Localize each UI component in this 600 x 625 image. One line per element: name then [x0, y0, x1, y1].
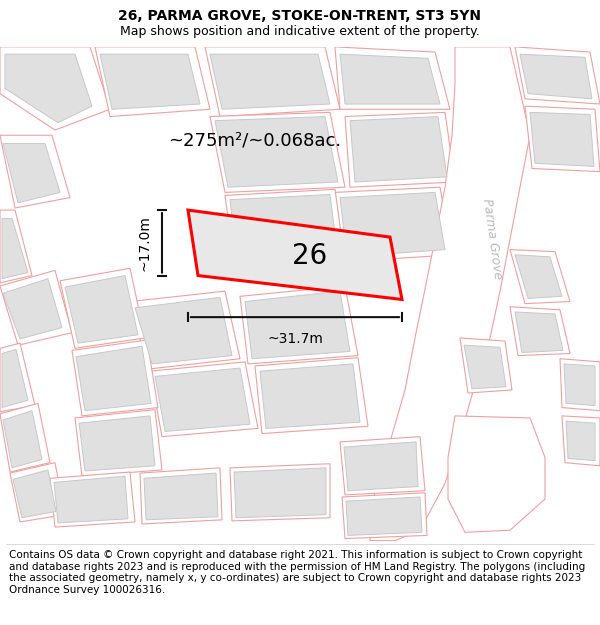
Polygon shape	[2, 218, 28, 279]
Polygon shape	[566, 421, 595, 461]
Polygon shape	[100, 54, 200, 109]
Polygon shape	[515, 47, 600, 104]
Polygon shape	[144, 473, 218, 520]
Polygon shape	[510, 249, 570, 304]
Polygon shape	[130, 291, 240, 369]
Polygon shape	[72, 340, 158, 416]
Polygon shape	[215, 116, 338, 188]
Polygon shape	[3, 411, 42, 468]
Text: Contains OS data © Crown copyright and database right 2021. This information is : Contains OS data © Crown copyright and d…	[9, 550, 585, 595]
Text: Parma Grove: Parma Grove	[480, 198, 504, 281]
Polygon shape	[530, 112, 594, 166]
Polygon shape	[188, 210, 402, 299]
Polygon shape	[245, 291, 350, 359]
Text: 26, PARMA GROVE, STOKE-ON-TRENT, ST3 5YN: 26, PARMA GROVE, STOKE-ON-TRENT, ST3 5YN	[119, 9, 482, 23]
Text: ~17.0m: ~17.0m	[138, 215, 152, 271]
Polygon shape	[464, 345, 506, 389]
Polygon shape	[562, 416, 600, 466]
Text: ~31.7m: ~31.7m	[267, 332, 323, 346]
Polygon shape	[564, 364, 595, 406]
Polygon shape	[210, 112, 345, 192]
Polygon shape	[0, 343, 35, 412]
Polygon shape	[520, 54, 592, 99]
Polygon shape	[5, 54, 92, 122]
Polygon shape	[10, 462, 65, 522]
Polygon shape	[140, 468, 222, 524]
Polygon shape	[0, 135, 70, 208]
Polygon shape	[345, 112, 455, 188]
Polygon shape	[340, 437, 425, 495]
Polygon shape	[234, 468, 326, 518]
Polygon shape	[95, 47, 210, 116]
Polygon shape	[135, 298, 232, 364]
Polygon shape	[350, 116, 447, 182]
Polygon shape	[60, 268, 145, 348]
Text: 26: 26	[292, 241, 327, 269]
Polygon shape	[65, 276, 138, 343]
Polygon shape	[346, 497, 422, 536]
Polygon shape	[50, 472, 135, 527]
Polygon shape	[240, 286, 358, 364]
Polygon shape	[340, 192, 445, 257]
Polygon shape	[210, 54, 330, 109]
Polygon shape	[344, 442, 418, 491]
Polygon shape	[230, 194, 338, 264]
Polygon shape	[13, 470, 56, 518]
Polygon shape	[525, 106, 600, 172]
Polygon shape	[560, 359, 600, 411]
Polygon shape	[0, 271, 72, 345]
Polygon shape	[515, 312, 563, 352]
Polygon shape	[155, 368, 250, 431]
Polygon shape	[79, 416, 155, 471]
Polygon shape	[342, 492, 427, 539]
Polygon shape	[0, 47, 110, 130]
Polygon shape	[510, 307, 570, 356]
Polygon shape	[2, 349, 28, 408]
Polygon shape	[370, 47, 530, 541]
Polygon shape	[205, 47, 340, 116]
Polygon shape	[75, 409, 162, 476]
Polygon shape	[150, 362, 258, 437]
Polygon shape	[225, 189, 345, 268]
Polygon shape	[335, 188, 452, 262]
Polygon shape	[3, 279, 62, 339]
Polygon shape	[260, 364, 360, 428]
Polygon shape	[255, 357, 368, 434]
Polygon shape	[54, 476, 128, 523]
Polygon shape	[340, 54, 440, 104]
Polygon shape	[3, 144, 60, 202]
Text: Map shows position and indicative extent of the property.: Map shows position and indicative extent…	[120, 24, 480, 38]
Text: ~275m²/~0.068ac.: ~275m²/~0.068ac.	[169, 131, 341, 149]
Polygon shape	[460, 338, 512, 393]
Polygon shape	[0, 210, 32, 283]
Polygon shape	[448, 416, 545, 532]
Polygon shape	[515, 255, 562, 298]
Polygon shape	[230, 464, 330, 521]
Polygon shape	[0, 403, 50, 472]
Polygon shape	[76, 346, 151, 411]
Polygon shape	[335, 47, 450, 109]
